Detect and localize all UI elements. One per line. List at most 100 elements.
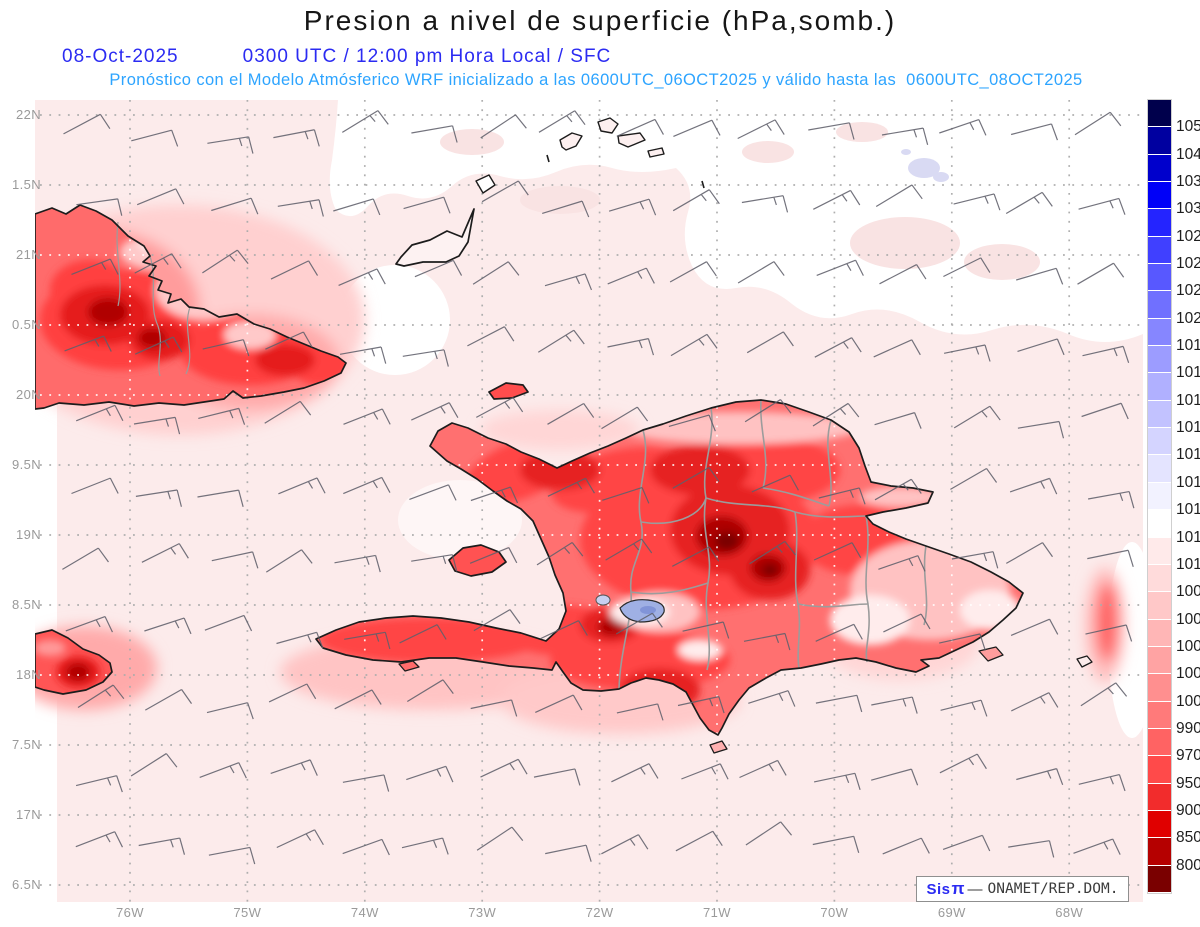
wind-barb — [607, 267, 655, 285]
colorbar-cell — [1148, 783, 1171, 811]
wind-barb — [535, 694, 583, 713]
wind-barb — [815, 623, 863, 642]
wind-barb — [615, 612, 663, 635]
wind-barb — [939, 119, 987, 136]
wind-barb — [951, 551, 999, 569]
wind-barb — [608, 198, 657, 216]
wind-barb — [533, 768, 581, 786]
wind-barb — [270, 759, 318, 776]
wind-barb — [480, 114, 527, 139]
wind-barb — [62, 547, 109, 570]
lake-azuei — [595, 594, 611, 606]
wind-barb — [71, 477, 119, 495]
colorbar-label: 1022 — [1176, 282, 1200, 300]
lat-label: 17N — [15, 807, 41, 822]
wind-barb — [265, 549, 313, 573]
wind-barb — [881, 127, 929, 145]
wind-barb — [198, 407, 246, 425]
colorbar-cell — [1148, 182, 1171, 210]
wind-barb — [403, 196, 451, 214]
wind-barb — [813, 189, 861, 210]
wind-barb — [204, 614, 253, 632]
wind-barb — [276, 829, 324, 849]
wind-barb — [399, 624, 447, 644]
wind-barb — [816, 259, 864, 276]
wind-barb — [473, 609, 521, 632]
wind-barb — [737, 119, 785, 140]
little-inagua — [475, 174, 496, 194]
wind-barb — [681, 763, 729, 780]
wind-barb — [953, 193, 1001, 211]
wind-barb — [75, 775, 123, 793]
wind-barb — [1080, 682, 1128, 707]
wind-barb — [737, 261, 785, 284]
lon-label: 73W — [468, 905, 497, 920]
colorbar-cell — [1148, 373, 1171, 401]
wind-barb — [672, 546, 720, 567]
wind-barb — [202, 339, 250, 357]
wind-barb — [414, 259, 463, 278]
wind-barb — [813, 542, 862, 561]
wind-barb — [1074, 111, 1122, 136]
wind-barb — [882, 837, 930, 855]
wind-barb — [134, 336, 183, 355]
wind-barb — [480, 758, 528, 778]
colorbar-label: 850 — [1176, 829, 1200, 847]
wind-barb — [411, 125, 458, 143]
wind-barb — [470, 699, 518, 717]
colorbar-cell — [1148, 318, 1171, 347]
wind-barb — [1006, 542, 1053, 564]
wind-barb — [1016, 267, 1064, 285]
lat-label: 0.5N — [11, 317, 41, 332]
wind-barb — [547, 402, 595, 425]
jamaica-shading — [35, 630, 112, 694]
colorbar-label: 1015 — [1176, 446, 1200, 464]
wind-barb — [1005, 191, 1053, 215]
wind-barb — [940, 699, 988, 717]
wind-barb — [748, 690, 796, 707]
lon-label: 74W — [350, 905, 379, 920]
wind-barb — [536, 541, 584, 566]
wind-barb — [1085, 624, 1133, 642]
wind-barb — [540, 620, 588, 640]
forecast-line: Pronóstico con el Modelo Atmósferico WRF… — [109, 71, 1083, 89]
wind-barb — [334, 689, 382, 710]
colorbar-cell — [1148, 701, 1171, 729]
wind-barb — [135, 489, 182, 507]
colorbar-cell — [1148, 810, 1171, 839]
wind-barb — [211, 551, 259, 569]
wind-barb — [670, 333, 718, 357]
wind-barb — [338, 268, 386, 286]
lon-label: 72W — [585, 905, 614, 920]
wind-barb — [883, 613, 931, 633]
colorbar-cell — [1148, 209, 1171, 237]
colorbar-label: 1040 — [1176, 145, 1200, 163]
sea-pink-patches — [440, 122, 1040, 280]
colorbar-cell — [1148, 264, 1171, 292]
wind-barb — [939, 633, 986, 651]
wind-barb — [342, 774, 390, 792]
wind-barb — [276, 631, 324, 649]
wind-barb — [77, 684, 125, 709]
wind-barb — [677, 696, 725, 714]
wind-barb — [1078, 773, 1126, 792]
colorbar-label: 970 — [1176, 747, 1200, 765]
wind-barb — [333, 198, 381, 216]
wind-barb — [472, 261, 520, 285]
wind-barb — [1008, 840, 1055, 858]
wind-barb — [942, 834, 991, 852]
page-title: Presion a nivel de superficie (hPa,somb.… — [303, 5, 897, 36]
colorbar-cell — [1148, 728, 1171, 757]
colorbar-cell — [1148, 756, 1171, 784]
wind-barb — [871, 696, 918, 714]
wind-barb — [207, 136, 254, 154]
wind-barb — [406, 765, 454, 783]
lat-label: 20N — [15, 387, 41, 402]
wind-barb — [616, 703, 664, 721]
wind-barb — [144, 617, 192, 635]
province-borders — [116, 221, 928, 690]
wind-barb — [406, 679, 454, 703]
wind-barb — [673, 119, 721, 137]
wind-barb — [808, 122, 855, 140]
lat-label: 22N — [15, 107, 41, 122]
